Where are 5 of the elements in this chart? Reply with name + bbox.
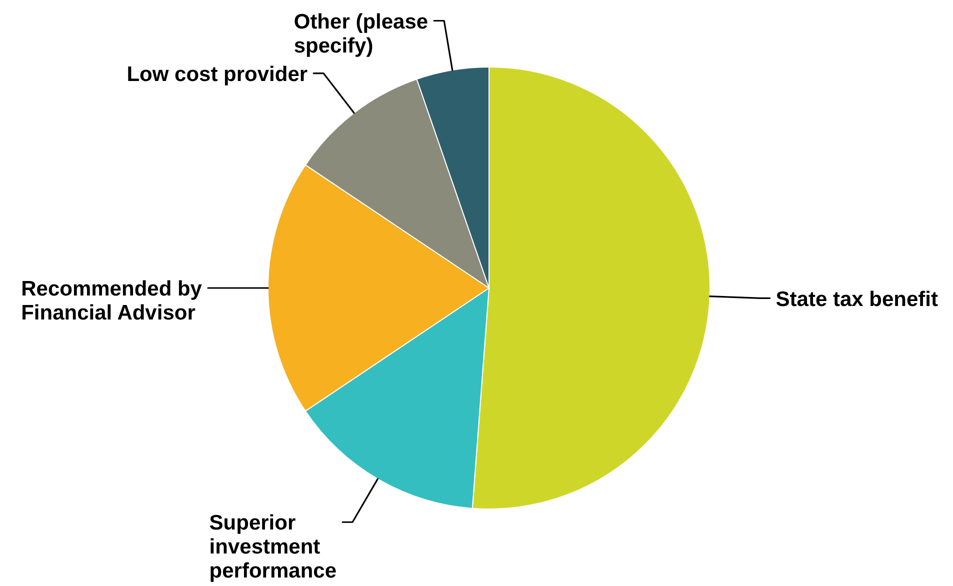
slice-label: Superior investment performance — [209, 512, 337, 583]
slice-label: Recommended by Financial Advisor — [21, 278, 202, 325]
slice-label: Other (please specify) — [294, 10, 428, 58]
slice-label: State tax benefit — [776, 288, 938, 311]
slice-label: Low cost provider — [126, 62, 308, 86]
